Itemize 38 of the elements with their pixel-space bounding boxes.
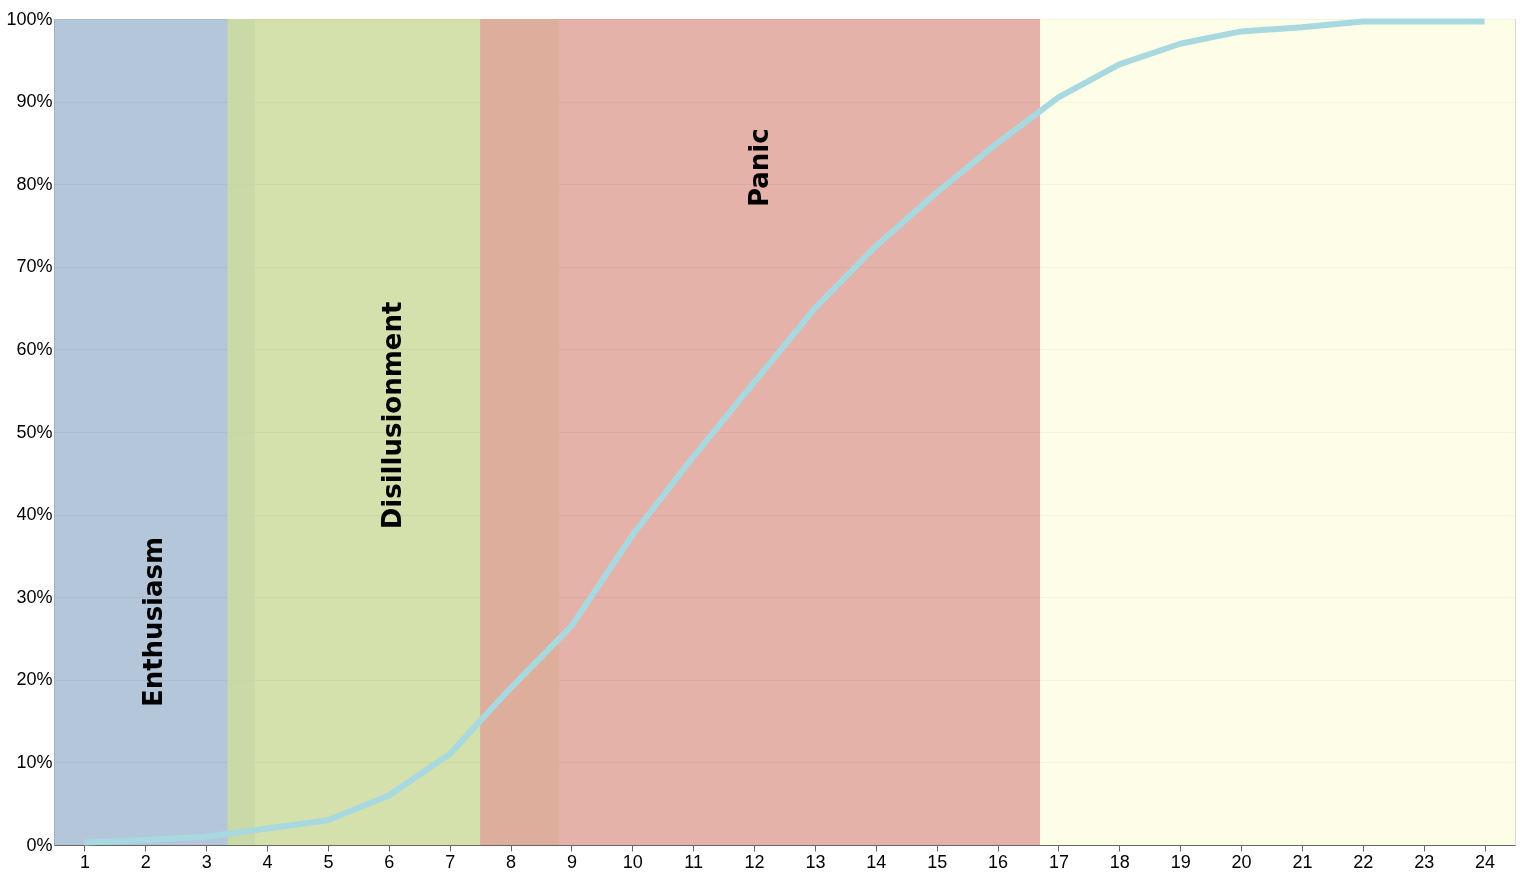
x-tick-label: 13 (805, 851, 826, 872)
x-tick-label: 4 (262, 851, 273, 872)
y-tick-label: 90% (16, 91, 53, 112)
x-tick-label: 6 (384, 851, 395, 872)
x-tick-label: 10 (622, 851, 643, 872)
y-tick-label: 40% (16, 504, 53, 525)
x-tick-label: 21 (1292, 851, 1313, 872)
y-tick-label: 10% (16, 751, 53, 772)
x-tick-label: 22 (1353, 851, 1374, 872)
x-tick-label: 15 (927, 851, 948, 872)
x-tick-label: 3 (201, 851, 212, 872)
x-tick-label: 14 (866, 851, 887, 872)
y-tick-label: 100% (6, 8, 53, 29)
x-tick-label: 11 (684, 851, 704, 872)
x-tick-label: 24 (1475, 851, 1496, 872)
x-tick-label: 7 (445, 851, 456, 872)
x-tick-label: 18 (1109, 851, 1130, 872)
band-label: Disillusionment (377, 301, 408, 530)
band-label: Panic (744, 128, 775, 208)
y-tick-label: 0% (26, 834, 53, 855)
x-tick-label: 23 (1414, 851, 1435, 872)
x-tick-label: 16 (988, 851, 1009, 872)
x-tick-label: 5 (323, 851, 334, 872)
x-tick-label: 12 (744, 851, 765, 872)
x-tick-label: 1 (79, 851, 90, 872)
x-tick-label: 17 (1048, 851, 1069, 872)
y-tick-label: 80% (16, 173, 53, 194)
band-label: Enthusiasm (138, 536, 169, 708)
x-tick-label: 9 (566, 851, 577, 872)
x-tick-label: 2 (140, 851, 151, 872)
x-tick-label: 19 (1170, 851, 1191, 872)
y-tick-label: 30% (16, 586, 53, 607)
x-tick-label: 8 (506, 851, 517, 872)
x-tick-label: 20 (1231, 851, 1252, 872)
y-tick-label: 20% (16, 669, 53, 690)
y-tick-label: 70% (16, 256, 53, 277)
y-tick-label: 50% (16, 421, 53, 442)
y-tick-label: 60% (16, 338, 53, 359)
